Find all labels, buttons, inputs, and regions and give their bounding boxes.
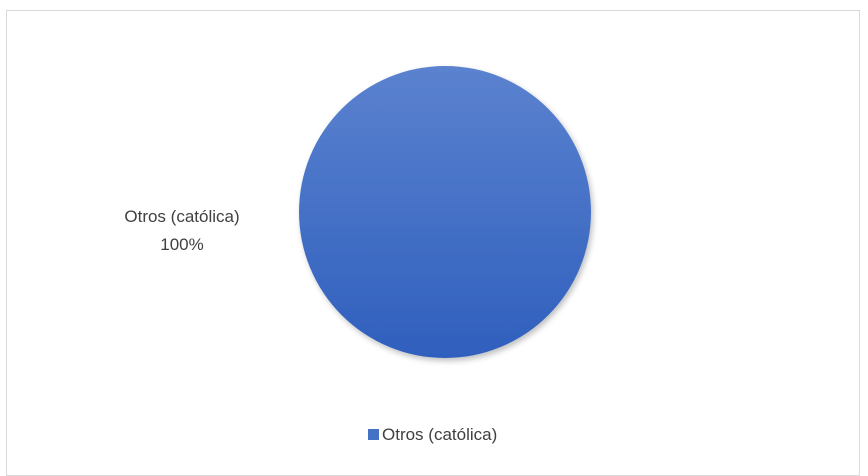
legend-swatch-0 [368,429,379,440]
legend: Otros (católica) [368,425,497,444]
data-label-percent-0: 100% [160,235,203,254]
pie-data-labels: Otros (católica) 100% [124,207,239,254]
data-label-category-0: Otros (católica) [124,207,239,226]
pie-slices [299,66,591,358]
pie-slice-0 [299,66,591,358]
legend-label-0: Otros (católica) [382,425,497,444]
